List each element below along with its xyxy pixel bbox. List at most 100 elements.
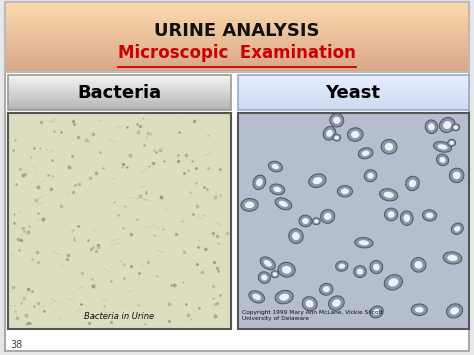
- Bar: [5, 65, 469, 67]
- Bar: [5, 55, 469, 57]
- Bar: [8, 103, 231, 105]
- Ellipse shape: [388, 278, 399, 286]
- Ellipse shape: [275, 290, 293, 304]
- Ellipse shape: [302, 218, 309, 224]
- Ellipse shape: [359, 240, 369, 245]
- Bar: [5, 63, 469, 66]
- Ellipse shape: [381, 140, 397, 154]
- Bar: [238, 75, 469, 110]
- Bar: [5, 60, 469, 62]
- Ellipse shape: [406, 176, 419, 191]
- Ellipse shape: [264, 260, 272, 267]
- Ellipse shape: [326, 130, 333, 137]
- Ellipse shape: [367, 173, 374, 179]
- Bar: [5, 5, 469, 8]
- Bar: [5, 46, 469, 48]
- Ellipse shape: [324, 213, 331, 220]
- Ellipse shape: [447, 304, 463, 318]
- Bar: [5, 40, 469, 43]
- Bar: [238, 78, 469, 81]
- Bar: [5, 16, 469, 18]
- Ellipse shape: [347, 128, 363, 141]
- Ellipse shape: [452, 124, 460, 131]
- Ellipse shape: [309, 174, 326, 187]
- Ellipse shape: [439, 118, 455, 132]
- Bar: [8, 82, 231, 84]
- Bar: [238, 101, 469, 103]
- Bar: [5, 32, 469, 34]
- Ellipse shape: [411, 304, 428, 316]
- Bar: [5, 25, 469, 27]
- Ellipse shape: [272, 164, 279, 169]
- Ellipse shape: [362, 151, 370, 156]
- Ellipse shape: [261, 274, 267, 280]
- Ellipse shape: [401, 211, 413, 225]
- Ellipse shape: [319, 283, 333, 295]
- Ellipse shape: [282, 266, 292, 274]
- Ellipse shape: [453, 171, 461, 179]
- Ellipse shape: [338, 264, 345, 269]
- Ellipse shape: [454, 125, 458, 129]
- Ellipse shape: [332, 299, 341, 307]
- Ellipse shape: [336, 261, 348, 271]
- Bar: [238, 113, 469, 329]
- Ellipse shape: [409, 180, 416, 187]
- Ellipse shape: [384, 208, 398, 221]
- Ellipse shape: [260, 257, 275, 270]
- Ellipse shape: [425, 120, 438, 133]
- Ellipse shape: [333, 134, 341, 141]
- Bar: [8, 78, 231, 81]
- Bar: [5, 61, 469, 64]
- Text: Microscopic  Examination: Microscopic Examination: [118, 44, 356, 62]
- Ellipse shape: [415, 261, 422, 269]
- Bar: [8, 75, 231, 77]
- Ellipse shape: [302, 297, 317, 311]
- Bar: [5, 35, 469, 38]
- Ellipse shape: [355, 237, 373, 248]
- Text: Yeast: Yeast: [326, 84, 381, 102]
- Ellipse shape: [388, 211, 395, 218]
- Bar: [8, 94, 231, 96]
- Bar: [8, 113, 231, 329]
- Bar: [5, 53, 469, 55]
- Ellipse shape: [415, 307, 424, 313]
- Bar: [8, 106, 231, 108]
- Bar: [238, 82, 469, 84]
- Bar: [5, 7, 469, 10]
- Ellipse shape: [428, 123, 435, 130]
- Text: Bacteria: Bacteria: [77, 84, 161, 102]
- Ellipse shape: [447, 255, 457, 261]
- Bar: [5, 51, 469, 53]
- Bar: [238, 98, 469, 100]
- Ellipse shape: [354, 266, 366, 278]
- Bar: [238, 96, 469, 98]
- Text: 38: 38: [10, 340, 22, 350]
- Ellipse shape: [333, 117, 340, 124]
- Ellipse shape: [454, 226, 460, 232]
- Bar: [5, 4, 469, 6]
- Bar: [5, 23, 469, 25]
- Ellipse shape: [450, 307, 459, 315]
- Bar: [238, 89, 469, 91]
- Ellipse shape: [438, 144, 447, 149]
- Ellipse shape: [279, 201, 288, 207]
- Ellipse shape: [403, 214, 410, 222]
- Bar: [5, 9, 469, 11]
- Ellipse shape: [443, 121, 452, 129]
- Ellipse shape: [323, 126, 336, 140]
- Bar: [5, 44, 469, 46]
- Bar: [8, 75, 231, 110]
- Bar: [8, 87, 231, 89]
- Ellipse shape: [449, 141, 454, 145]
- Ellipse shape: [299, 215, 312, 227]
- Ellipse shape: [370, 306, 383, 318]
- Bar: [238, 84, 469, 86]
- Ellipse shape: [422, 210, 437, 221]
- Ellipse shape: [426, 213, 433, 218]
- Bar: [5, 12, 469, 15]
- Bar: [8, 108, 231, 110]
- Bar: [5, 27, 469, 29]
- Bar: [238, 108, 469, 110]
- Ellipse shape: [241, 198, 258, 211]
- Ellipse shape: [380, 189, 398, 201]
